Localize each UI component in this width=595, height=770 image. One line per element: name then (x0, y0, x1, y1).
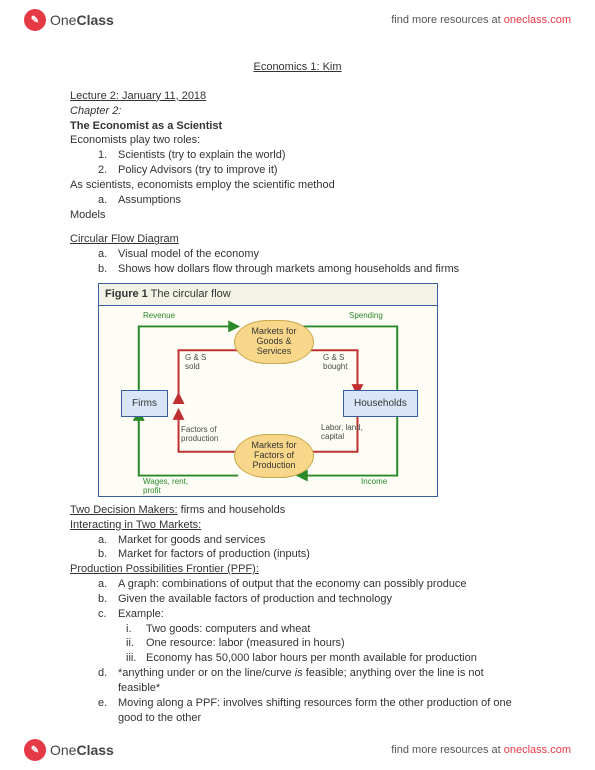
pencil-icon: ✎ (24, 9, 46, 31)
list-item: c.Example: (70, 607, 525, 622)
list-marker: 2. (98, 163, 118, 178)
list-marker: b. (98, 547, 118, 562)
list-item: a.Market for goods and services (70, 533, 525, 548)
label-income: Income (361, 478, 387, 487)
tagline-prefix: find more resources at (391, 14, 504, 26)
node-goods-market: Markets forGoods &Services (234, 320, 314, 364)
ppf-e: Moving along a PPF: involves shifting re… (118, 696, 525, 726)
tagline-link-footer[interactable]: oneclass.com (504, 744, 571, 756)
interact-a: Market for goods and services (118, 533, 265, 548)
cfd-b: Shows how dollars flow through markets a… (118, 262, 459, 277)
list-item: i.Two goods: computers and wheat (70, 622, 525, 637)
two-decision-heading: Two Decision Makers: (70, 504, 178, 516)
ppf-c-i: Two goods: computers and wheat (146, 622, 310, 637)
diagram-frame: Figure 1 The circular flow (98, 283, 438, 497)
diagram-title-bar: Figure 1 The circular flow (99, 284, 437, 306)
node-factors-market: Markets forFactors ofProduction (234, 434, 314, 478)
list-item: iii.Economy has 50,000 labor hours per m… (70, 651, 525, 666)
document-body: Economics 1: Kim Lecture 2: January 11, … (70, 60, 525, 725)
section-title: The Economist as a Scientist (70, 119, 525, 134)
list-marker: ii. (126, 636, 146, 651)
brand-name-part2: Class (76, 742, 113, 758)
two-decision-rest: firms and households (178, 504, 286, 516)
ppf-b: Given the available factors of productio… (118, 592, 392, 607)
ppf-c: Example: (118, 607, 164, 622)
list-item: 1.Scientists (try to explain the world) (70, 148, 525, 163)
list-marker: iii. (126, 651, 146, 666)
label-revenue: Revenue (143, 312, 175, 321)
list-marker: d. (98, 666, 118, 696)
list-item: a.Visual model of the economy (70, 247, 525, 262)
as-scientists: As scientists, economists employ the sci… (70, 178, 525, 193)
brand-name-part1: One (50, 12, 76, 28)
node-firms: Firms (121, 390, 168, 418)
list-marker: b. (98, 592, 118, 607)
footer-tagline: find more resources at oneclass.com (391, 744, 571, 756)
list-item: d. *anything under or on the line/curve … (70, 666, 525, 696)
label-wages: Wages, rent,profit (143, 478, 188, 496)
page-title: Economics 1: Kim (70, 60, 525, 75)
chapter-label: Chapter 2: (70, 104, 525, 119)
cfd-heading: Circular Flow Diagram (70, 232, 525, 247)
ppf-d-pre: *anything under or on the line/curve (118, 667, 295, 679)
assumptions: Assumptions (118, 193, 181, 208)
brand-name-part2: Class (76, 12, 113, 28)
ppf-d-is: is (295, 667, 303, 679)
list-item: a.Assumptions (70, 193, 525, 208)
list-marker: a. (98, 533, 118, 548)
cfd-a: Visual model of the economy (118, 247, 259, 262)
list-item: b.Market for factors of production (inpu… (70, 547, 525, 562)
list-marker: c. (98, 607, 118, 622)
header-bar: ✎ OneClass find more resources at onecla… (0, 0, 595, 40)
ppf-c-ii: One resource: labor (measured in hours) (146, 636, 345, 651)
roles-intro: Economists play two roles: (70, 133, 525, 148)
brand-name-part1: One (50, 742, 76, 758)
role-1: Scientists (try to explain the world) (118, 148, 286, 163)
figure-label: Figure 1 (105, 288, 148, 300)
two-decision-line: Two Decision Makers: firms and household… (70, 503, 525, 518)
tagline-link[interactable]: oneclass.com (504, 14, 571, 26)
pencil-icon: ✎ (24, 739, 46, 761)
label-labor: Labor, land,capital (321, 424, 363, 442)
lecture-heading: Lecture 2: January 11, 2018 (70, 89, 525, 104)
label-gs-sold: G & Ssold (185, 354, 206, 372)
list-item: ii.One resource: labor (measured in hour… (70, 636, 525, 651)
label-gs-bought: G & Sbought (323, 354, 347, 372)
list-marker: a. (98, 247, 118, 262)
interacting-heading: Interacting in Two Markets: (70, 518, 525, 533)
role-2: Policy Advisors (try to improve it) (118, 163, 278, 178)
tagline-prefix: find more resources at (391, 744, 504, 756)
list-item: 2.Policy Advisors (try to improve it) (70, 163, 525, 178)
brand-name: OneClass (50, 12, 114, 28)
ppf-heading: Production Possibilities Frontier (PPF): (70, 562, 525, 577)
ppf-a: A graph: combinations of output that the… (118, 577, 467, 592)
diagram-body: Markets forGoods &Services Markets forFa… (99, 306, 437, 496)
ppf-c-iii: Economy has 50,000 labor hours per month… (146, 651, 477, 666)
interact-b: Market for factors of production (inputs… (118, 547, 310, 562)
list-marker: e. (98, 696, 118, 726)
figure-caption: The circular flow (151, 288, 231, 300)
node-households: Households (343, 390, 418, 418)
ppf-d: *anything under or on the line/curve is … (118, 666, 525, 696)
list-item: b.Given the available factors of product… (70, 592, 525, 607)
list-marker: a. (98, 577, 118, 592)
list-marker: i. (126, 622, 146, 637)
brand-name-footer: OneClass (50, 742, 114, 758)
list-marker: b. (98, 262, 118, 277)
label-factors: Factors ofproduction (181, 426, 218, 444)
list-marker: a. (98, 193, 118, 208)
list-item: b.Shows how dollars flow through markets… (70, 262, 525, 277)
brand-logo[interactable]: ✎ OneClass (24, 9, 114, 31)
label-spending: Spending (349, 312, 383, 321)
footer-bar: ✎ OneClass find more resources at onecla… (0, 730, 595, 770)
brand-logo-footer[interactable]: ✎ OneClass (24, 739, 114, 761)
list-item: e.Moving along a PPF: involves shifting … (70, 696, 525, 726)
models-label: Models (70, 208, 525, 223)
list-item: a.A graph: combinations of output that t… (70, 577, 525, 592)
header-tagline: find more resources at oneclass.com (391, 14, 571, 26)
circular-flow-diagram: Figure 1 The circular flow (98, 283, 525, 497)
list-marker: 1. (98, 148, 118, 163)
